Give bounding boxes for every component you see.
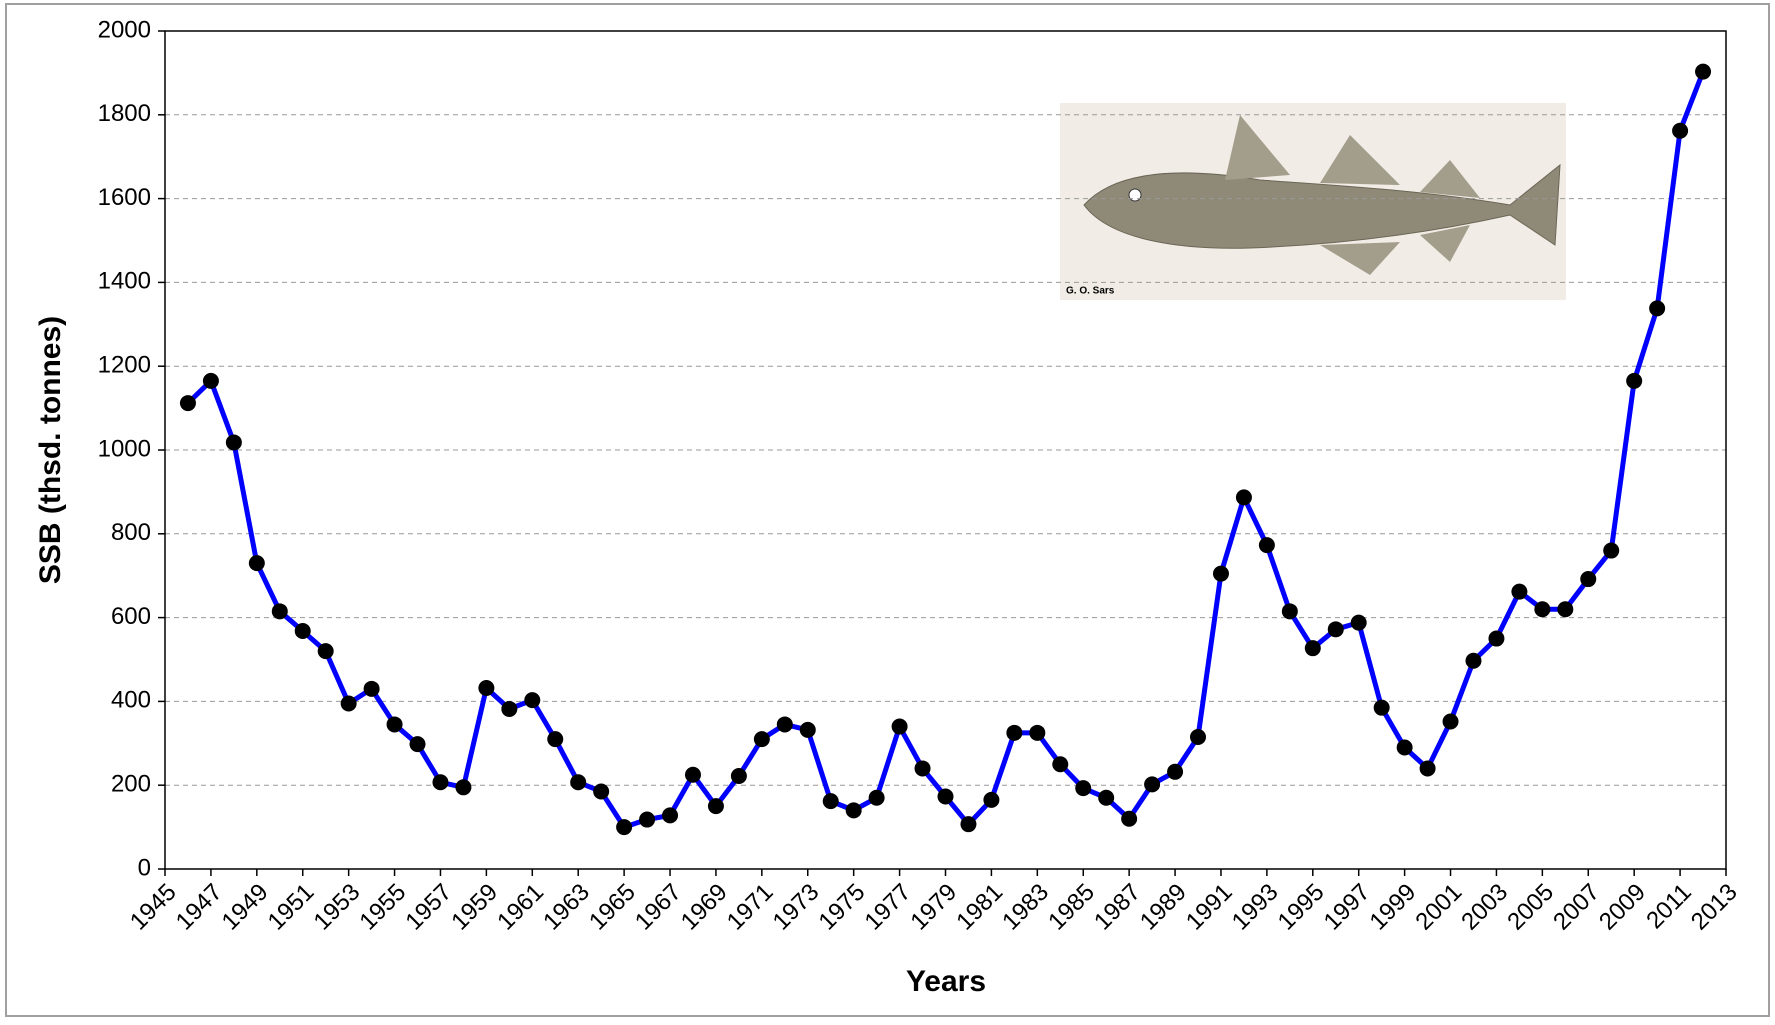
data-point (455, 779, 472, 796)
data-point (501, 700, 518, 717)
data-point (983, 791, 1000, 808)
data-point (1144, 776, 1161, 793)
data-point (753, 731, 770, 748)
x-axis-label: Years (906, 965, 986, 998)
data-point (1488, 630, 1505, 647)
data-point (294, 623, 311, 640)
data-point (776, 716, 793, 733)
data-point (1442, 713, 1459, 730)
data-point (914, 760, 931, 777)
data-point (1304, 640, 1321, 657)
data-point (1511, 583, 1528, 600)
fish-fins (1225, 115, 1480, 275)
data-point (1672, 122, 1689, 139)
data-point (1626, 372, 1643, 389)
data-point (730, 767, 747, 784)
y-tick-label: 400 (111, 687, 151, 714)
y-tick-label: 800 (111, 519, 151, 546)
data-point (1006, 724, 1023, 741)
data-point (1029, 724, 1046, 741)
data-point (1121, 810, 1138, 827)
fish-body (1083, 163, 1561, 249)
data-point (616, 819, 633, 836)
data-point (248, 555, 265, 572)
data-point (1557, 601, 1574, 618)
data-point (409, 736, 426, 753)
data-point (937, 788, 954, 805)
data-point (1695, 63, 1712, 80)
data-point (1373, 699, 1390, 716)
data-point (570, 774, 587, 791)
data-point (478, 679, 495, 696)
data-point (340, 695, 357, 712)
data-point (662, 807, 679, 824)
data-point (547, 731, 564, 748)
data-point (1327, 621, 1344, 638)
data-point (822, 793, 839, 810)
data-point (432, 774, 449, 791)
data-point (386, 716, 403, 733)
y-tick-label: 1800 (98, 100, 151, 127)
data-point (960, 816, 977, 833)
data-point (868, 789, 885, 806)
y-tick-label: 0 (138, 854, 151, 881)
data-point (1052, 756, 1069, 773)
y-tick-label: 1000 (98, 435, 151, 462)
data-point (1603, 542, 1620, 559)
data-point (524, 692, 541, 709)
data-point (1465, 652, 1482, 669)
y-tick-label: 1200 (98, 352, 151, 379)
y-tick-label: 1600 (98, 184, 151, 211)
data-point (1190, 729, 1207, 746)
data-point (1212, 565, 1229, 582)
data-point (1534, 601, 1551, 618)
data-point (225, 434, 242, 451)
data-point (363, 680, 380, 697)
data-point (1419, 760, 1436, 777)
data-point (317, 643, 334, 660)
y-tick-label: 600 (111, 603, 151, 630)
data-point (1235, 489, 1252, 506)
data-point (639, 811, 656, 828)
data-point (593, 783, 610, 800)
data-point (1167, 763, 1184, 780)
data-point (202, 372, 219, 389)
fish-image: G. O. Sars (1060, 103, 1566, 300)
data-point (1098, 789, 1115, 806)
data-point (1075, 780, 1092, 797)
data-point (1281, 603, 1298, 620)
data-point (271, 603, 288, 620)
data-point (684, 766, 701, 783)
data-point (1350, 614, 1367, 631)
image-caption: G. O. Sars (1066, 286, 1115, 297)
fish-eye (1128, 188, 1142, 202)
data-point (179, 395, 196, 412)
data-point (707, 798, 724, 815)
data-point (1649, 300, 1666, 317)
y-tick-label: 1400 (98, 268, 151, 295)
data-point (1258, 537, 1275, 554)
data-point (891, 718, 908, 735)
y-axis-label: SSB (thsd. tonnes) (34, 316, 67, 584)
y-tick-label: 200 (111, 771, 151, 798)
data-point (845, 802, 862, 819)
data-point (1580, 571, 1597, 588)
y-tick-label: 2000 (98, 16, 151, 43)
data-point (799, 721, 816, 738)
data-point (1396, 739, 1413, 756)
